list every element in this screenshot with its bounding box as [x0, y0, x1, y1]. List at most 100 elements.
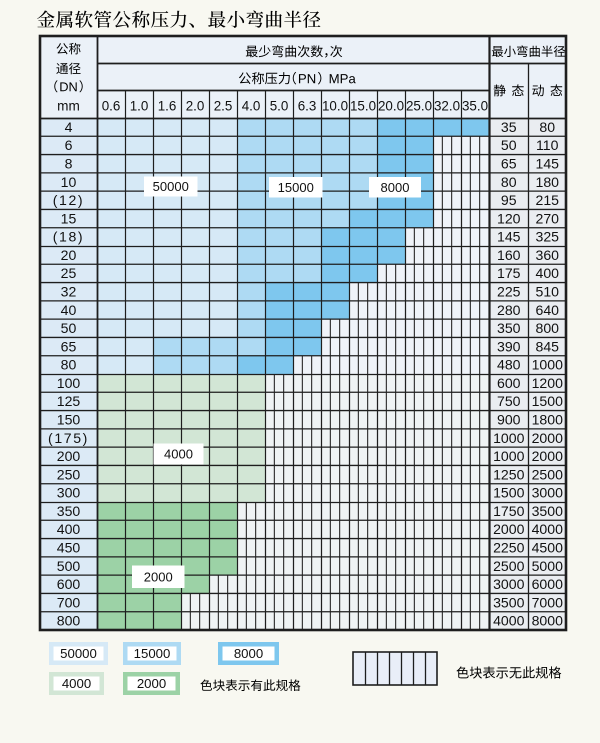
svg-text:110: 110: [536, 137, 559, 153]
svg-text:3500: 3500: [532, 503, 564, 519]
svg-text:4000: 4000: [532, 521, 564, 537]
svg-text:50000: 50000: [60, 646, 97, 661]
svg-text:35.0: 35.0: [462, 99, 488, 114]
svg-text:10.0: 10.0: [322, 99, 348, 114]
svg-text:510: 510: [535, 283, 559, 299]
svg-text:1200: 1200: [532, 375, 564, 391]
svg-text:800: 800: [57, 613, 81, 629]
svg-text:65: 65: [61, 338, 77, 354]
svg-text:2000: 2000: [144, 569, 173, 584]
svg-text:640: 640: [535, 302, 559, 318]
svg-text:360: 360: [535, 247, 559, 263]
svg-text:2250: 2250: [493, 539, 525, 555]
svg-text:1.6: 1.6: [158, 99, 177, 114]
svg-text:5000: 5000: [532, 558, 564, 574]
svg-text:1250: 1250: [493, 466, 525, 482]
svg-text:5.0: 5.0: [270, 99, 289, 114]
svg-text:15000: 15000: [134, 646, 171, 661]
svg-text:50000: 50000: [153, 179, 189, 194]
svg-text:400: 400: [535, 265, 559, 281]
svg-text:10: 10: [61, 174, 77, 190]
svg-text:3000: 3000: [493, 576, 525, 592]
svg-text:4: 4: [65, 119, 73, 135]
svg-text:4000: 4000: [493, 613, 525, 629]
svg-text:350: 350: [57, 503, 81, 519]
svg-text:50: 50: [61, 320, 77, 336]
svg-text:2500: 2500: [493, 558, 525, 574]
svg-text:160: 160: [497, 247, 521, 263]
svg-text:(12): (12): [53, 192, 84, 208]
svg-text:8000: 8000: [532, 613, 564, 629]
svg-text:600: 600: [57, 576, 81, 592]
svg-text:65: 65: [501, 155, 517, 171]
svg-text:450: 450: [57, 539, 81, 555]
svg-text:35: 35: [501, 119, 517, 135]
svg-text:145: 145: [497, 229, 521, 245]
svg-text:350: 350: [497, 320, 521, 336]
svg-text:1000: 1000: [532, 357, 564, 373]
svg-text:2000: 2000: [532, 448, 564, 464]
svg-text:32.0: 32.0: [434, 99, 460, 114]
svg-text:125: 125: [57, 393, 81, 409]
svg-text:800: 800: [535, 320, 559, 336]
svg-text:8000: 8000: [234, 646, 263, 661]
svg-text:20.0: 20.0: [378, 99, 404, 114]
svg-text:3000: 3000: [532, 485, 564, 501]
svg-text:25: 25: [61, 265, 77, 281]
svg-text:100: 100: [57, 375, 81, 391]
svg-text:600: 600: [497, 375, 521, 391]
svg-text:80: 80: [539, 119, 555, 135]
svg-text:15.0: 15.0: [350, 99, 376, 114]
svg-text:500: 500: [57, 558, 81, 574]
svg-text:250: 250: [57, 466, 81, 482]
svg-text:(175): (175): [48, 430, 89, 446]
svg-text:1000: 1000: [493, 448, 525, 464]
svg-text:(18): (18): [53, 229, 84, 245]
svg-text:2000: 2000: [137, 676, 166, 691]
svg-text:4000: 4000: [164, 447, 193, 462]
svg-text:95: 95: [501, 192, 517, 208]
svg-text:32: 32: [61, 283, 77, 299]
svg-text:180: 180: [535, 174, 559, 190]
svg-text:6.3: 6.3: [298, 99, 317, 114]
svg-text:2000: 2000: [493, 521, 525, 537]
svg-text:6000: 6000: [532, 576, 564, 592]
svg-text:2000: 2000: [532, 430, 564, 446]
svg-text:2500: 2500: [532, 466, 564, 482]
svg-text:1750: 1750: [493, 503, 525, 519]
svg-text:4000: 4000: [62, 676, 91, 691]
svg-text:175: 175: [497, 265, 521, 281]
svg-text:900: 900: [497, 411, 521, 427]
svg-text:2.5: 2.5: [214, 99, 233, 114]
svg-text:1500: 1500: [532, 393, 564, 409]
svg-text:225: 225: [497, 283, 521, 299]
svg-text:15: 15: [61, 210, 77, 226]
svg-text:700: 700: [57, 594, 81, 610]
svg-text:80: 80: [501, 174, 517, 190]
svg-text:270: 270: [535, 210, 559, 226]
svg-text:0.6: 0.6: [102, 99, 121, 114]
svg-text:215: 215: [535, 192, 559, 208]
svg-text:1.0: 1.0: [130, 99, 149, 114]
svg-text:8000: 8000: [381, 180, 410, 195]
svg-text:400: 400: [57, 521, 81, 537]
svg-text:750: 750: [497, 393, 521, 409]
svg-text:4500: 4500: [532, 539, 564, 555]
svg-text:80: 80: [61, 357, 77, 373]
svg-text:3500: 3500: [493, 594, 525, 610]
svg-text:390: 390: [497, 338, 521, 354]
svg-text:4.0: 4.0: [242, 99, 261, 114]
svg-text:845: 845: [535, 338, 559, 354]
svg-text:1000: 1000: [493, 430, 525, 446]
svg-text:2.0: 2.0: [186, 99, 205, 114]
svg-text:25.0: 25.0: [406, 99, 432, 114]
svg-text:1500: 1500: [493, 485, 525, 501]
svg-text:325: 325: [535, 229, 559, 245]
svg-text:150: 150: [57, 411, 81, 427]
svg-text:480: 480: [497, 357, 521, 373]
svg-text:20: 20: [61, 247, 77, 263]
svg-text:mm: mm: [57, 99, 80, 114]
svg-text:7000: 7000: [532, 594, 564, 610]
svg-text:280: 280: [497, 302, 521, 318]
svg-text:1800: 1800: [532, 411, 564, 427]
